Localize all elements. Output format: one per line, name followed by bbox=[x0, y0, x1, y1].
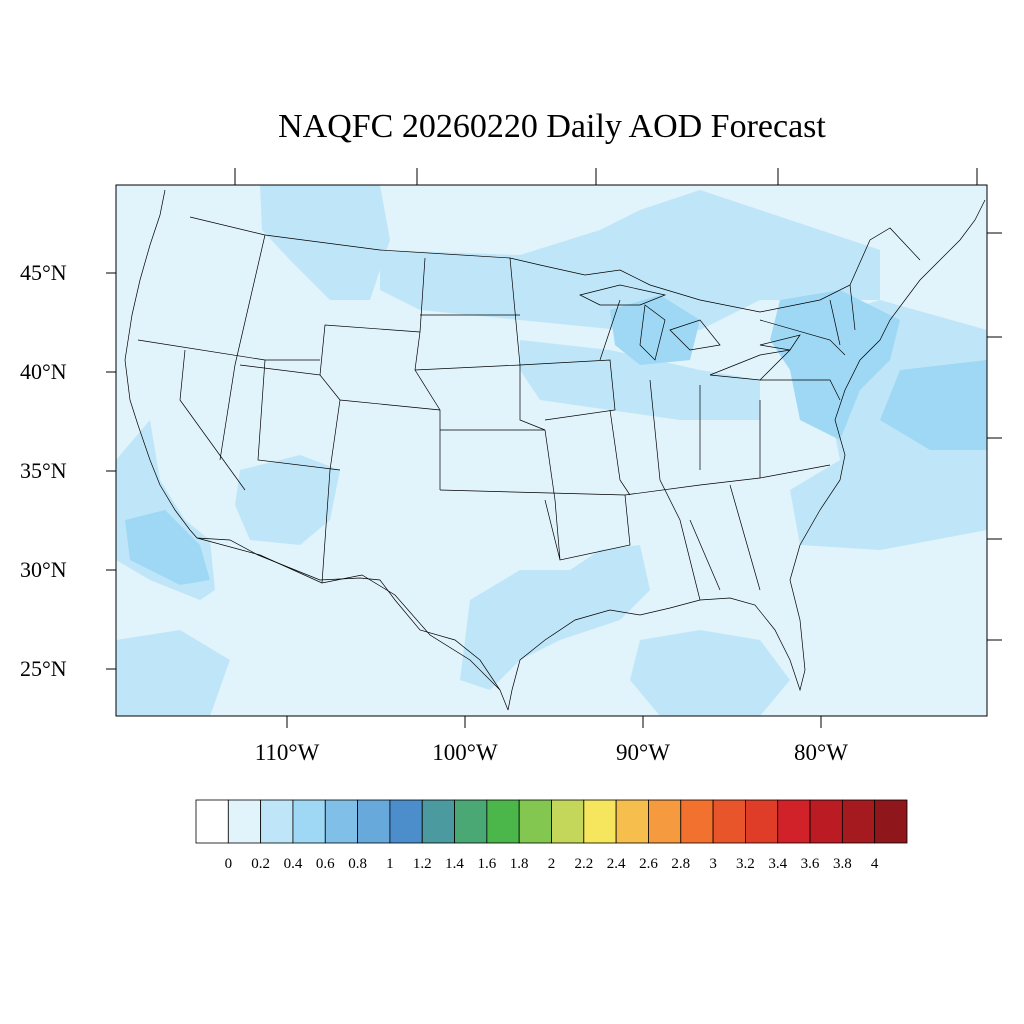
aod-patch-lakes bbox=[610, 295, 700, 365]
lat-label-45n: 45°N bbox=[20, 260, 67, 285]
colorbar-tick-label: 2.8 bbox=[671, 856, 691, 872]
aod-patch-gulf-east bbox=[630, 630, 790, 716]
colorbar-tick-label: 3.6 bbox=[800, 856, 820, 872]
colorbar-swatch bbox=[357, 799, 391, 844]
mexico-border bbox=[196, 537, 501, 691]
colorbar-swatch bbox=[227, 799, 262, 844]
lat-label-30n: 30°N bbox=[20, 557, 67, 582]
aod-patch-northeast bbox=[770, 290, 900, 440]
colorbar-swatch bbox=[680, 799, 714, 844]
aod-field bbox=[116, 185, 987, 716]
state-lines-central bbox=[420, 257, 831, 561]
colorbar-swatch bbox=[648, 799, 682, 844]
colorbar-tick-label: 3 bbox=[709, 856, 717, 872]
colorbar-swatch bbox=[454, 799, 488, 844]
lon-label-100w: 100°W bbox=[432, 740, 498, 765]
colorbar bbox=[195, 799, 908, 844]
colorbar-tick-label: 1.4 bbox=[445, 856, 464, 872]
colorbar-swatch bbox=[195, 799, 229, 844]
colorbar-swatch bbox=[745, 799, 779, 844]
aod-patch-southwest bbox=[235, 455, 340, 545]
colorbar-swatch bbox=[292, 799, 326, 844]
lat-label-25n: 25°N bbox=[20, 656, 67, 681]
state-lines-east bbox=[599, 284, 856, 601]
colorbar-tick-label: 0.2 bbox=[251, 856, 270, 872]
colorbar-swatch bbox=[324, 799, 358, 844]
great-lakes bbox=[578, 284, 801, 381]
colorbar-swatch bbox=[551, 799, 585, 844]
colorbar-tick-label: 2.4 bbox=[606, 856, 626, 872]
map-title: NAQFC 20260220 Daily AOD Forecast bbox=[278, 108, 826, 145]
colorbar-tick-label: 0.6 bbox=[315, 856, 335, 872]
colorbar-swatch bbox=[712, 799, 746, 844]
colorbar-tick-label: 4 bbox=[870, 856, 879, 872]
us-boundaries bbox=[124, 189, 986, 711]
colorbar-swatch bbox=[583, 799, 617, 844]
colorbar-swatch bbox=[260, 799, 294, 844]
colorbar-swatch bbox=[615, 799, 649, 844]
aod-patch-mexico bbox=[116, 630, 230, 716]
aod-patch-baja bbox=[125, 510, 210, 585]
lat-label-35n: 35°N bbox=[20, 458, 67, 483]
colorbar-swatch bbox=[421, 799, 455, 844]
colorbar-tick-label: 3.8 bbox=[832, 856, 852, 872]
map-ticks bbox=[106, 168, 1002, 728]
map-frame bbox=[115, 184, 988, 717]
colorbar-tick-label: 2.2 bbox=[574, 856, 594, 872]
state-lines-west bbox=[137, 234, 546, 584]
canada-border bbox=[189, 216, 921, 313]
colorbar-swatch bbox=[874, 799, 908, 844]
colorbar-swatch bbox=[486, 799, 520, 844]
colorbar-tick-label: 2.6 bbox=[639, 856, 658, 872]
colorbar-tick-label: 1.8 bbox=[509, 856, 529, 872]
colorbar-tick-label: 0.8 bbox=[348, 856, 367, 872]
aod-patch-offshore bbox=[880, 360, 987, 450]
colorbar-swatch bbox=[841, 799, 876, 844]
colorbar-tick-label: 1.6 bbox=[477, 856, 497, 872]
colorbar-tick-label: 1 bbox=[386, 856, 394, 872]
lon-label-90w: 90°W bbox=[616, 740, 670, 765]
colorbar-tick-label: 3.4 bbox=[768, 856, 788, 872]
colorbar-swatch bbox=[809, 799, 843, 844]
colorbar-swatch bbox=[389, 799, 423, 844]
lon-label-110w: 110°W bbox=[254, 740, 320, 765]
us-coastline bbox=[124, 189, 986, 711]
aod-patch-gulf bbox=[460, 545, 650, 690]
colorbar-swatch bbox=[777, 799, 811, 844]
colorbar-tick-label: 3.2 bbox=[736, 856, 755, 872]
colorbar-tick-label: 1.2 bbox=[412, 856, 432, 872]
lon-label-80w: 80°W bbox=[794, 740, 848, 765]
colorbar-tick-label: 0 bbox=[224, 856, 233, 872]
colorbar-swatch bbox=[518, 799, 552, 844]
aod-patch-plains-north bbox=[380, 190, 880, 330]
colorbar-tick-label: 0.4 bbox=[283, 856, 303, 872]
colorbar-tick-label: 2 bbox=[547, 856, 556, 872]
lat-label-40n: 40°N bbox=[20, 359, 67, 384]
